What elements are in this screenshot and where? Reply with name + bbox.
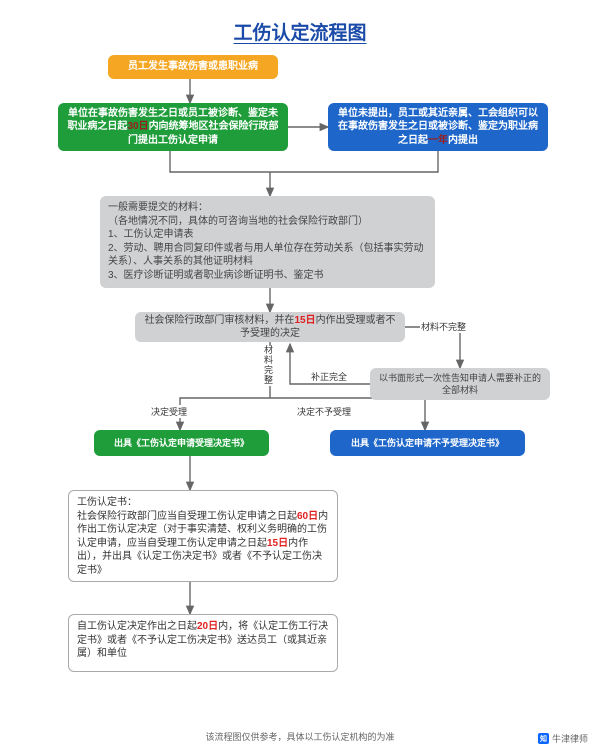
node-n4: 一般需要提交的材料： （各地情况不同，具体的可咨询当地的社会保险行政部门） 1、… — [100, 196, 435, 288]
edge-label-l1: 材料不完整 — [420, 320, 467, 333]
node-n3: 单位未提出，员工或其近亲属、工会组织可以在事故伤害发生之日或被诊断、鉴定为职业病… — [328, 103, 548, 151]
node-n5: 社会保险行政部门审核材料，并在15日内作出受理或者不予受理的决定 — [135, 312, 405, 342]
attribution: 知 牛津律师 — [538, 732, 588, 745]
edge-label-l3: 材 料 完 整 — [263, 346, 274, 386]
flowchart-canvas: 员工发生事故伤害或患职业病单位在事故伤害发生之日或员工被诊断、鉴定未职业病之日起… — [0, 0, 600, 755]
node-n7: 出具《工伤认定申请受理决定书》 — [94, 430, 269, 456]
node-n8: 出具《工伤认定申请不予受理决定书》 — [330, 430, 525, 456]
edge-label-l4: 决定受理 — [150, 405, 188, 418]
zhihu-icon: 知 — [538, 733, 549, 744]
author-name: 牛津律师 — [552, 732, 588, 745]
node-n2: 单位在事故伤害发生之日或员工被诊断、鉴定未职业病之日起30日内向统筹地区社会保险… — [58, 103, 288, 151]
footer-note: 该流程图仅供参考，具体以工伤认定机构的为准 — [0, 730, 600, 743]
node-n6: 以书面形式一次性告知申请人需要补正的全部材料 — [370, 368, 550, 400]
edge-label-l5: 决定不予受理 — [296, 405, 352, 418]
node-n9: 工伤认定书： 社会保险行政部门应当自受理工伤认定申请之日起60日内作出工伤认定决… — [68, 490, 338, 582]
node-n1: 员工发生事故伤害或患职业病 — [108, 55, 278, 79]
edge-label-l2: 补正完全 — [310, 370, 348, 383]
node-n10: 自工伤认定决定作出之日起20日内，将《认定工伤工行决定书》或者《不予认定工伤决定… — [68, 614, 338, 672]
